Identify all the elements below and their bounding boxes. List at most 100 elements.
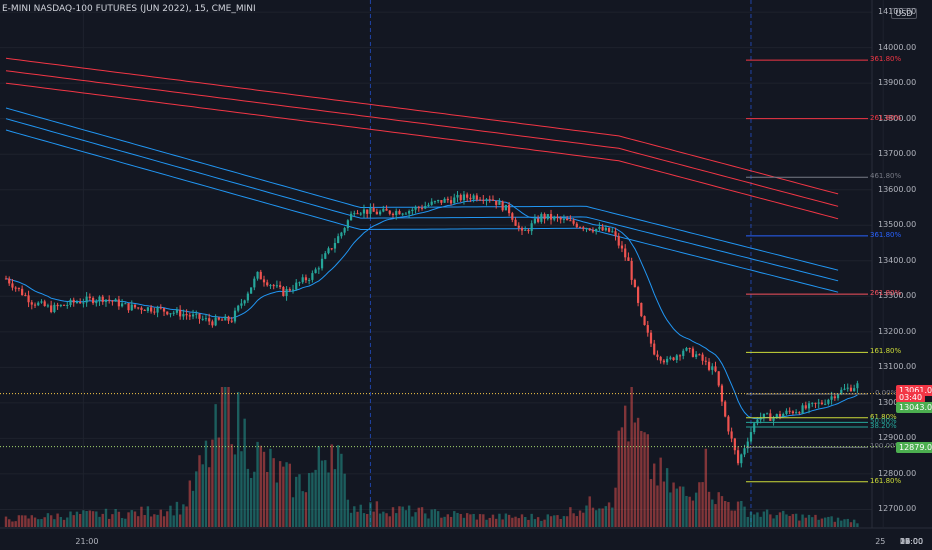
volume-bar bbox=[282, 466, 285, 527]
price-scale-label: 12900.00 bbox=[878, 433, 917, 443]
candle-body bbox=[607, 227, 611, 232]
volume-bar bbox=[804, 517, 807, 527]
candle-body bbox=[85, 296, 88, 303]
candle-body bbox=[740, 454, 743, 464]
ema-red-line bbox=[5, 57, 839, 195]
candles bbox=[4, 190, 859, 468]
candle-body bbox=[385, 208, 388, 211]
candle bbox=[669, 355, 672, 361]
volume-bar bbox=[385, 513, 388, 527]
volume-bar bbox=[133, 511, 137, 527]
candle bbox=[359, 211, 362, 216]
candle bbox=[343, 226, 346, 236]
candle bbox=[488, 195, 491, 203]
candle-body bbox=[30, 302, 33, 305]
volume-bar bbox=[449, 516, 453, 527]
fib-level-label: 61.80% bbox=[870, 412, 897, 421]
volume-bar bbox=[372, 511, 375, 527]
volume-bar bbox=[830, 516, 833, 527]
volume-bar bbox=[108, 518, 111, 527]
candle-body bbox=[553, 216, 556, 220]
volume-bar bbox=[304, 492, 308, 527]
candle bbox=[746, 437, 749, 453]
candle-body bbox=[443, 198, 446, 203]
candle-body bbox=[95, 301, 98, 304]
fib-level-label: 50.00% bbox=[870, 417, 897, 426]
candle bbox=[224, 314, 227, 321]
volume-bar bbox=[382, 511, 385, 527]
candle-body bbox=[524, 229, 527, 231]
volume-bar bbox=[362, 513, 366, 527]
volume-bar bbox=[543, 519, 546, 527]
candle-body bbox=[140, 307, 143, 310]
time-scale-label: 06:00 bbox=[900, 537, 924, 546]
candle bbox=[153, 307, 156, 315]
candle bbox=[656, 350, 659, 361]
volume-bar bbox=[182, 504, 185, 527]
candle-body bbox=[833, 396, 836, 399]
volume-bar bbox=[556, 515, 559, 527]
candle-body bbox=[772, 417, 775, 421]
volume-bar bbox=[53, 519, 56, 527]
time-scale-label: 03:00 bbox=[900, 537, 924, 546]
volume-bar bbox=[407, 505, 411, 527]
candle-body bbox=[459, 194, 462, 201]
candle bbox=[736, 446, 740, 466]
volume-bar bbox=[111, 514, 114, 527]
candle bbox=[620, 241, 624, 253]
volume-bar bbox=[256, 441, 259, 527]
candle bbox=[4, 275, 8, 280]
candle-body bbox=[262, 279, 266, 283]
grid bbox=[0, 0, 884, 527]
candle-body bbox=[785, 410, 788, 414]
volume-bar bbox=[149, 516, 153, 527]
volume-bar bbox=[162, 516, 166, 527]
volume-bar bbox=[146, 506, 150, 527]
volume-bar bbox=[459, 513, 462, 527]
volume-bar bbox=[620, 427, 624, 527]
volume-bar bbox=[488, 517, 491, 527]
candle bbox=[191, 309, 195, 320]
volume-bar bbox=[469, 514, 472, 527]
candle bbox=[311, 270, 314, 283]
candle-body bbox=[224, 316, 227, 321]
volume-bar bbox=[430, 509, 433, 527]
volume-bar bbox=[66, 517, 69, 527]
candle-body bbox=[566, 218, 569, 221]
volume-bar bbox=[678, 486, 682, 527]
candle bbox=[291, 284, 295, 294]
candle-body bbox=[398, 211, 401, 215]
volume-bar bbox=[772, 518, 775, 527]
volume-bar bbox=[720, 496, 724, 527]
volume-bar bbox=[788, 515, 791, 527]
candle bbox=[443, 197, 446, 203]
candle bbox=[43, 299, 46, 307]
candle bbox=[782, 412, 785, 417]
candle bbox=[298, 281, 301, 287]
candle-body bbox=[527, 229, 530, 232]
currency-badge[interactable]: USD bbox=[891, 8, 917, 19]
candle-body bbox=[495, 200, 498, 205]
candle-body bbox=[430, 201, 433, 205]
candle bbox=[637, 285, 640, 307]
candle bbox=[208, 313, 211, 326]
volume-bar bbox=[559, 519, 562, 527]
volume-bar bbox=[398, 506, 401, 527]
candle bbox=[795, 409, 798, 414]
candle-body bbox=[604, 227, 607, 231]
candle-body bbox=[143, 309, 146, 311]
volume-bar bbox=[591, 507, 595, 527]
volume-bar bbox=[849, 522, 853, 527]
volume-bar bbox=[765, 509, 769, 527]
candle-body bbox=[230, 320, 233, 322]
candle bbox=[133, 304, 137, 309]
volume-bar bbox=[611, 507, 614, 527]
volume-bar bbox=[288, 463, 291, 527]
candle-body bbox=[237, 305, 240, 311]
candle bbox=[349, 211, 353, 221]
volume-bar bbox=[446, 514, 450, 527]
candle-body bbox=[840, 389, 843, 395]
volume-bar bbox=[185, 506, 188, 527]
candle-body bbox=[333, 243, 337, 249]
